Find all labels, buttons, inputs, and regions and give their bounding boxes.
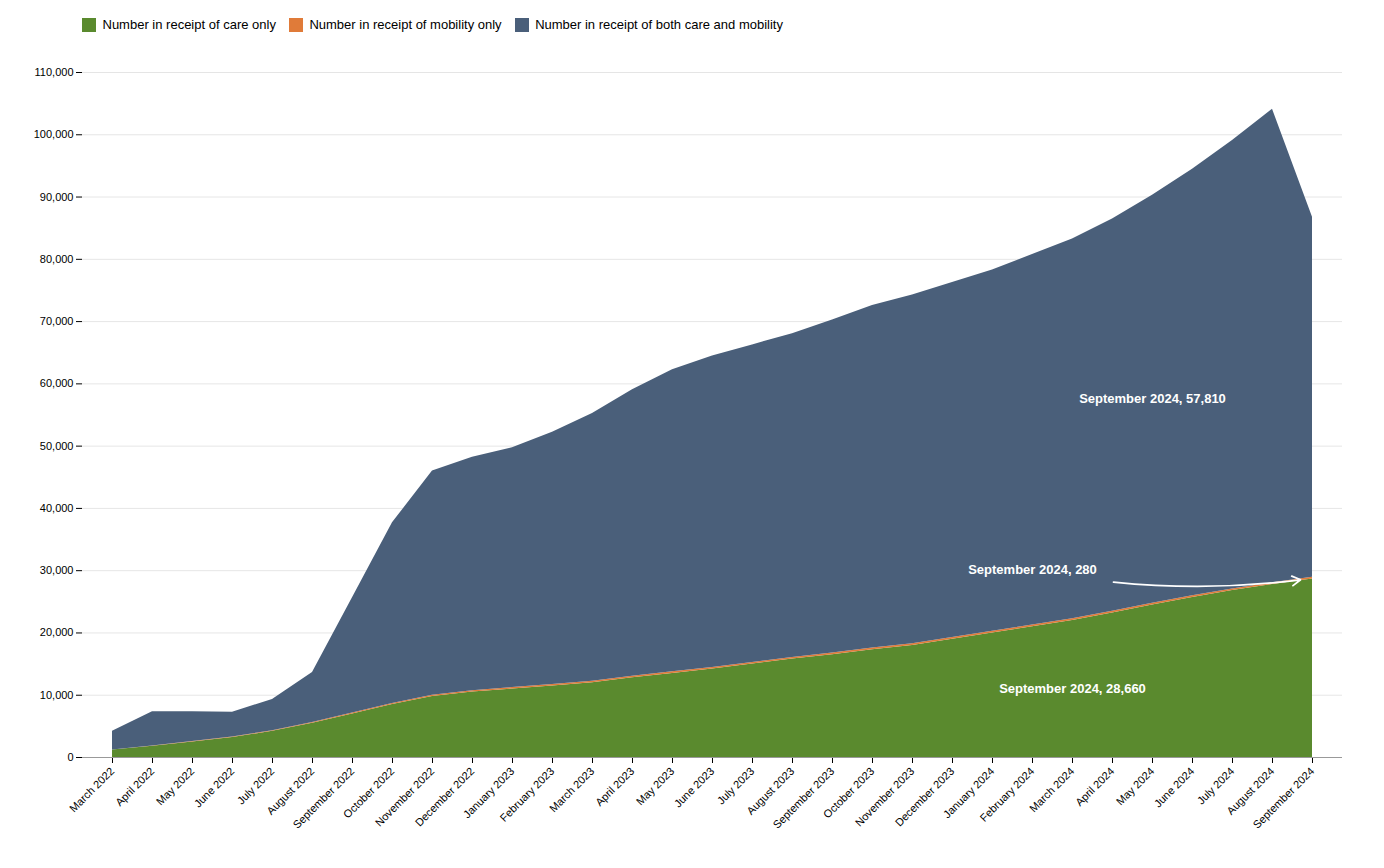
svg-text:March 2022: March 2022 — [67, 764, 117, 814]
svg-text:September 2023: September 2023 — [770, 764, 836, 830]
svg-text:January 2023: January 2023 — [460, 764, 517, 820]
svg-text:March 2024: March 2024 — [1027, 764, 1077, 814]
svg-text:October 2023: October 2023 — [820, 764, 877, 820]
svg-text:May 2024: May 2024 — [1114, 764, 1157, 807]
html-text:Number in receipt of mobility: Number in receipt of mobility only — [309, 17, 502, 32]
svg-text:0: 0 — [67, 751, 73, 763]
svg-text:August 2023: August 2023 — [744, 764, 797, 817]
svg-text:50,000: 50,000 — [40, 439, 74, 451]
svg-text:July 2024: July 2024 — [1195, 764, 1237, 806]
html-text:Number in receipt of care only: Number in receipt of care only — [102, 17, 276, 32]
svg-text:September 2022: September 2022 — [290, 764, 356, 830]
svg-text:January 2024: January 2024 — [940, 764, 997, 820]
svg-text:August 2024: August 2024 — [1224, 764, 1277, 817]
svg-text:December 2022: December 2022 — [412, 764, 477, 829]
svg-text:100,000: 100,000 — [34, 128, 74, 140]
svg-text:40,000: 40,000 — [40, 501, 74, 513]
svg-text:May 2023: May 2023 — [634, 764, 677, 807]
svg-text:July 2023: July 2023 — [715, 764, 757, 806]
svg-text:90,000: 90,000 — [40, 190, 74, 202]
svg-text:July 2022: July 2022 — [235, 764, 277, 806]
svg-text:70,000: 70,000 — [40, 315, 74, 327]
svg-text:August 2022: August 2022 — [264, 764, 317, 817]
svg-text:10,000: 10,000 — [40, 688, 74, 700]
svg-text:November 2022: November 2022 — [372, 764, 437, 829]
svg-text:November 2023: November 2023 — [852, 764, 917, 829]
svg-text:80,000: 80,000 — [40, 252, 74, 264]
svg-text:October 2022: October 2022 — [340, 764, 397, 820]
svg-text:April 2023: April 2023 — [593, 764, 637, 808]
svg-text:December 2023: December 2023 — [892, 764, 957, 829]
svg-text:February 2023: February 2023 — [497, 764, 556, 823]
svg-text:February 2024: February 2024 — [977, 764, 1036, 823]
svg-text:30,000: 30,000 — [40, 564, 74, 576]
svg-text:June 2024: June 2024 — [1152, 764, 1197, 809]
svg-text:September 2024, 57,810: September 2024, 57,810 — [1079, 391, 1226, 406]
svg-text:March 2023: March 2023 — [547, 764, 597, 814]
svg-text:April 2024: April 2024 — [1073, 764, 1117, 808]
svg-text:September 2024, 28,660: September 2024, 28,660 — [999, 681, 1146, 696]
html-text:Number in receipt of both care: Number in receipt of both care and mobil… — [535, 17, 783, 32]
svg-text:May 2022: May 2022 — [154, 764, 197, 807]
svg-text:60,000: 60,000 — [40, 377, 74, 389]
svg-text:20,000: 20,000 — [40, 626, 74, 638]
svg-text:June 2022: June 2022 — [192, 764, 237, 809]
svg-text:110,000: 110,000 — [35, 66, 74, 78]
svg-text:April 2022: April 2022 — [113, 764, 157, 808]
svg-text:September 2024, 280: September 2024, 280 — [968, 561, 1097, 576]
svg-text:June 2023: June 2023 — [672, 764, 717, 809]
svg-text:September 2024: September 2024 — [1250, 764, 1316, 830]
